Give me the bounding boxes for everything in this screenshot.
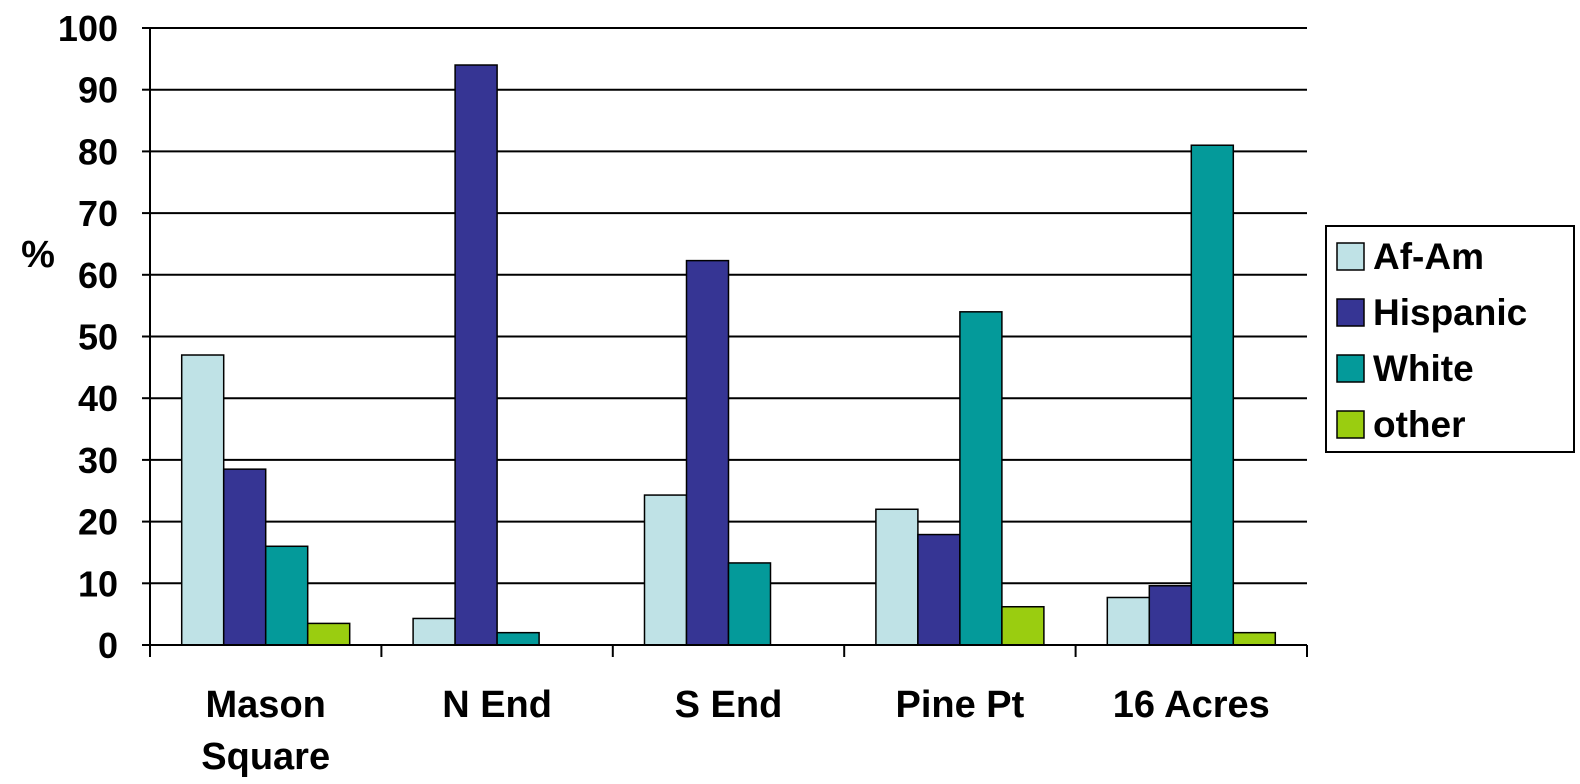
legend-swatch	[1336, 410, 1365, 439]
axes	[149, 28, 1308, 657]
bar-af-am	[875, 508, 919, 646]
bar-af-am	[1106, 596, 1151, 646]
legend-swatch	[1336, 354, 1365, 383]
y-tick-labels: 0 10 20 30 40 50 60 70 80 90 100	[58, 8, 118, 666]
legend-label: Hispanic	[1373, 292, 1527, 333]
legend-swatch	[1336, 298, 1365, 327]
x-tick-label: Pine Pt	[895, 684, 1024, 726]
bar-af-am	[643, 494, 688, 646]
bar-white	[264, 545, 309, 646]
bar-af-am	[412, 617, 456, 646]
y-tick-label: 0	[98, 625, 118, 666]
bar-hispanic	[917, 533, 961, 646]
legend: Af-Am Hispanic White other	[1325, 225, 1575, 453]
x-tick-label: N End	[442, 684, 552, 726]
x-tick-label: Square	[201, 736, 330, 778]
x-tick-label: Mason	[206, 684, 326, 726]
bar-other	[306, 622, 351, 646]
bar-white	[959, 311, 1003, 646]
bar-hispanic	[1148, 585, 1193, 646]
bar-hispanic	[454, 64, 498, 646]
bar-white	[1190, 144, 1235, 646]
y-tick-label: 20	[78, 502, 118, 543]
legend-label: Af-Am	[1373, 236, 1484, 277]
bar-af-am	[180, 354, 225, 646]
bar-white	[727, 562, 772, 646]
y-tick-label: 90	[78, 70, 118, 111]
bar-white	[496, 631, 540, 646]
y-tick-label: 40	[78, 378, 118, 419]
bar-hispanic	[685, 259, 730, 646]
y-tick-label: 50	[78, 317, 118, 358]
y-tick-label: 60	[78, 255, 118, 296]
bars	[180, 64, 1277, 646]
y-tick-label: 100	[58, 8, 118, 49]
legend-label: White	[1373, 348, 1474, 389]
x-tick-label: 16 Acres	[1113, 684, 1270, 726]
x-tick-label: S End	[675, 684, 783, 726]
y-tick-label: 80	[78, 131, 118, 172]
legend-label: other	[1373, 404, 1466, 445]
x-tick-labels: Mason Square N End S End Pine Pt 16 Acres	[201, 684, 1270, 778]
y-tick-label: 70	[78, 193, 118, 234]
y-tick-label: 10	[78, 563, 118, 604]
legend-box	[1325, 225, 1575, 453]
bar-hispanic	[222, 468, 267, 646]
y-axis-label: %	[21, 234, 55, 276]
bar-other	[1232, 631, 1277, 646]
y-tick-label: 30	[78, 440, 118, 481]
bar-other	[1001, 605, 1045, 646]
legend-swatch	[1336, 242, 1365, 271]
